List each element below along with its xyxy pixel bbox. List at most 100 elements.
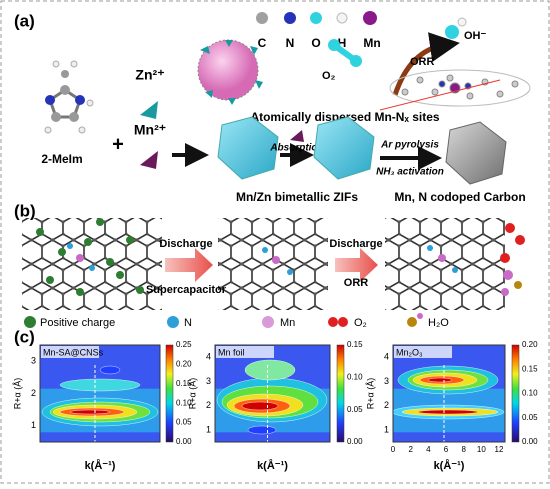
n-dopants [67, 243, 458, 275]
y-tick-label: 1 [206, 424, 211, 434]
zif-label: Mn/Zn bimetallic ZIFs [236, 190, 358, 204]
x-tick-label: 0 [391, 445, 396, 454]
y-tick-label: 1 [384, 424, 389, 434]
y-tick-label: 2 [384, 400, 389, 410]
y-tick-label: 3 [31, 356, 36, 366]
contour-level [241, 401, 279, 411]
colorbar [511, 344, 520, 443]
adsorbates [500, 223, 525, 296]
x-tick-label: 6 [444, 445, 449, 454]
colorbar-tick-label: 0.15 [522, 364, 538, 373]
atom-c [256, 12, 268, 24]
contour-level [69, 409, 111, 415]
atom-n [284, 12, 296, 24]
colorbar [165, 344, 174, 443]
colorbar-tick-label: 0.15 [176, 379, 192, 388]
contour-level [99, 365, 121, 375]
absorption-label: Absorption [269, 143, 323, 154]
legend-swatch [328, 317, 338, 327]
x-axis-label: k(Å⁻¹) [257, 459, 288, 472]
lattice [385, 218, 505, 310]
y-tick-label: 4 [384, 352, 389, 362]
y-tick-label: 4 [206, 352, 211, 362]
y-tick-label: 3 [206, 376, 211, 386]
y-axis-label: R+α (Å) [187, 378, 197, 409]
lattice [22, 218, 162, 310]
discharge-arrow [165, 248, 213, 282]
x-tick-label: 8 [461, 445, 466, 454]
discharge-label: Discharge [329, 238, 382, 250]
atom-label: O [311, 36, 320, 50]
legend-swatch [262, 316, 274, 328]
colorbar-tick-label: 0.00 [176, 437, 192, 446]
atom-label: H [338, 36, 347, 50]
plot-frame [214, 344, 331, 443]
discharge-arrow [335, 248, 378, 282]
colorbar-tick-label: 0.10 [176, 398, 192, 407]
sample-label: Mn foil [218, 347, 245, 357]
y-tick-label: 3 [384, 376, 389, 386]
mn-tetrahedron [290, 130, 304, 142]
atom-label: C [258, 36, 267, 50]
atom-mn [363, 11, 377, 25]
contour-level [244, 359, 296, 381]
colorbar-tick-label: 0.05 [522, 413, 538, 422]
contour-level [427, 377, 453, 383]
y-axis-label: R+α (Å) [365, 378, 375, 409]
mn-tetrahedron [140, 151, 158, 169]
x-axis-label: k(Å⁻¹) [85, 459, 116, 472]
legend-label: Mn [280, 317, 295, 329]
sample-label-box [216, 346, 274, 358]
pyrolysis-label: Ar pyrolysis [380, 140, 439, 151]
ligand-label: 2-MeIm [41, 152, 82, 166]
y-tick-label: 1 [31, 420, 36, 430]
legend-swatch [24, 316, 36, 328]
legend-label: Positive charge [40, 317, 115, 329]
panel-label: (c) [14, 327, 35, 346]
legend-swatch [417, 313, 423, 319]
lattice [218, 218, 328, 310]
supercapacitor-label: Supercapacitor [146, 284, 227, 296]
legend-swatch [167, 316, 179, 328]
sample-label-box [41, 346, 99, 358]
y-axis-label: R+α (Å) [12, 378, 22, 409]
plus-sign: + [112, 133, 124, 155]
mn-n-site [379, 69, 531, 111]
x-tick-label: 12 [495, 445, 504, 454]
zif-crystal [313, 116, 375, 180]
sample-label: Mn₂O₃ [396, 347, 423, 357]
orr-label: ORR [344, 277, 369, 289]
x-tick-label: 10 [477, 445, 486, 454]
positive-charges [36, 218, 144, 296]
colorbar-tick-label: 0.00 [522, 437, 538, 446]
legend-label: N [184, 317, 192, 329]
carbon-crystal [445, 121, 507, 185]
activation-label: NH₃ activation [376, 167, 444, 178]
carbon-label: Mn, N codoped Carbon [394, 190, 525, 204]
mn-atoms [76, 254, 446, 264]
panel-label: (b) [14, 201, 36, 220]
y-tick-label: 2 [31, 388, 36, 398]
legend-swatch [338, 317, 348, 327]
orr-label: ORR [410, 56, 435, 68]
colorbar-tick-label: 0.10 [347, 372, 363, 381]
sample-label: Mn-SA@CNSs [43, 347, 104, 357]
atom-label: N [286, 36, 295, 50]
x-tick-label: 4 [426, 445, 431, 454]
colorbar-tick-label: 0.05 [347, 405, 363, 414]
colorbar-tick-label: 0.10 [522, 389, 538, 398]
o2-molecule [328, 39, 362, 67]
legend-label: O₂ [354, 317, 367, 329]
ligand-molecule [44, 60, 94, 134]
colorbar-tick-label: 0.15 [347, 340, 363, 349]
colorbar-tick-label: 0.00 [347, 437, 363, 446]
atom-h [336, 12, 348, 24]
contour-level [59, 378, 141, 392]
plot-frame [39, 344, 161, 443]
y-tick-label: 2 [206, 400, 211, 410]
contour-level [417, 409, 479, 415]
mn-label: Mn²⁺ [134, 122, 166, 138]
atom-o [310, 12, 322, 24]
